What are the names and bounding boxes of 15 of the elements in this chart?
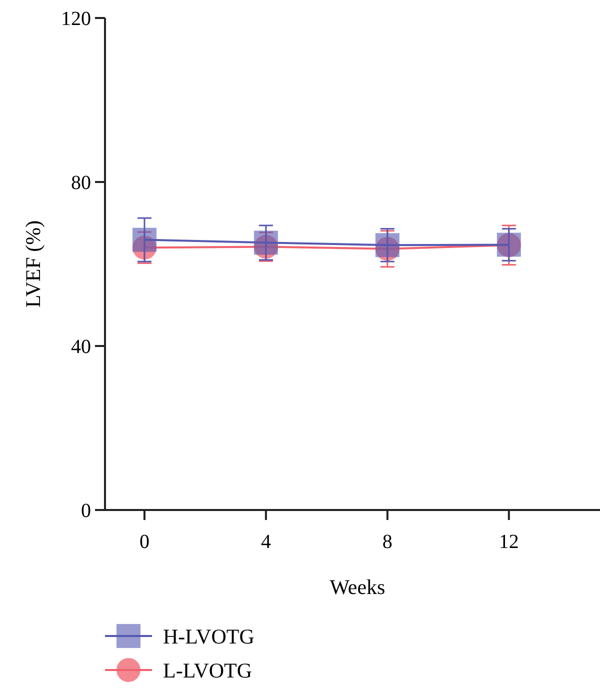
y-tick-label: 0 xyxy=(81,500,91,522)
point xyxy=(375,233,400,258)
y-axis-title: LVEF (%) xyxy=(21,220,45,308)
x-axis-title: Weeks xyxy=(330,575,386,599)
x-tick-label: 12 xyxy=(498,531,519,553)
legend-label: H-LVOTG xyxy=(163,624,254,648)
point xyxy=(132,228,156,252)
y-tick-label: 120 xyxy=(61,8,91,30)
y-tick-label: 40 xyxy=(71,336,91,358)
point xyxy=(254,230,278,255)
x-tick-label: 4 xyxy=(260,531,271,553)
y-tick-label: 80 xyxy=(71,172,91,194)
x-tick-label: 0 xyxy=(139,531,150,553)
legend-label: L-LVOTG xyxy=(163,658,252,682)
x-tick-label: 8 xyxy=(382,531,392,553)
